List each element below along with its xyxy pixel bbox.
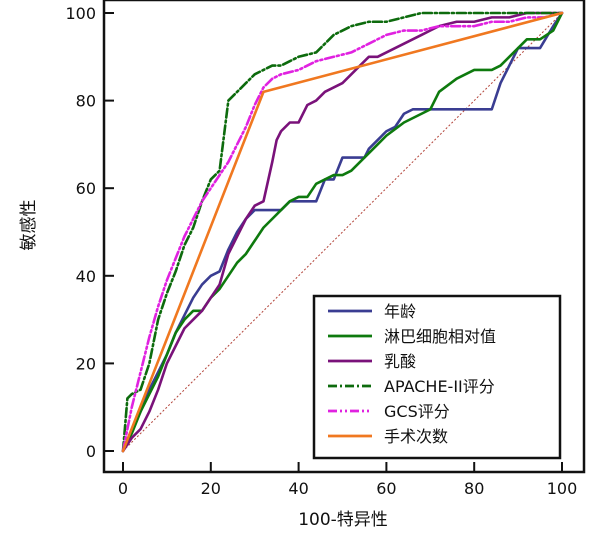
legend-label-2: 淋巴细胞相对值 — [384, 327, 496, 346]
y-tick-label: 40 — [76, 267, 96, 286]
y-tick-label: 100 — [65, 4, 96, 23]
series-layer — [121, 11, 564, 453]
legend-label-3: 乳酸 — [384, 352, 416, 371]
series-line-6 — [121, 11, 564, 453]
x-axis-title: 100-特异性 — [298, 510, 388, 530]
series-line-2 — [121, 11, 564, 453]
y-tick-label: 60 — [76, 179, 96, 198]
x-tick-label: 0 — [118, 479, 128, 498]
series-line-5 — [121, 11, 564, 453]
legend-label-4: APACHE-II评分 — [384, 377, 495, 396]
legend-label-1: 年龄 — [384, 302, 416, 321]
reference-line-layer — [122, 12, 563, 452]
y-tick-label: 20 — [76, 354, 96, 373]
x-tick-label: 40 — [288, 479, 308, 498]
y-tick-label: 80 — [76, 92, 96, 111]
legend-label-6: 手术次数 — [384, 427, 448, 446]
y-axis-title: 敏感性 — [19, 200, 39, 251]
plot-frame — [102, 0, 586, 474]
series-line-4 — [121, 11, 564, 453]
tick-layer: 0 20 40 60 80 100 0 20 40 60 80 100 — [65, 4, 577, 498]
x-tick-label: 20 — [201, 479, 221, 498]
series-line-1 — [121, 11, 564, 453]
reference-diagonal-line — [122, 12, 563, 452]
legend-label-5: GCS评分 — [384, 402, 450, 421]
x-tick-label: 60 — [376, 479, 396, 498]
y-tick-label: 0 — [86, 442, 96, 461]
legend-box — [312, 294, 562, 460]
x-tick-label: 80 — [464, 479, 484, 498]
x-tick-label: 100 — [547, 479, 578, 498]
